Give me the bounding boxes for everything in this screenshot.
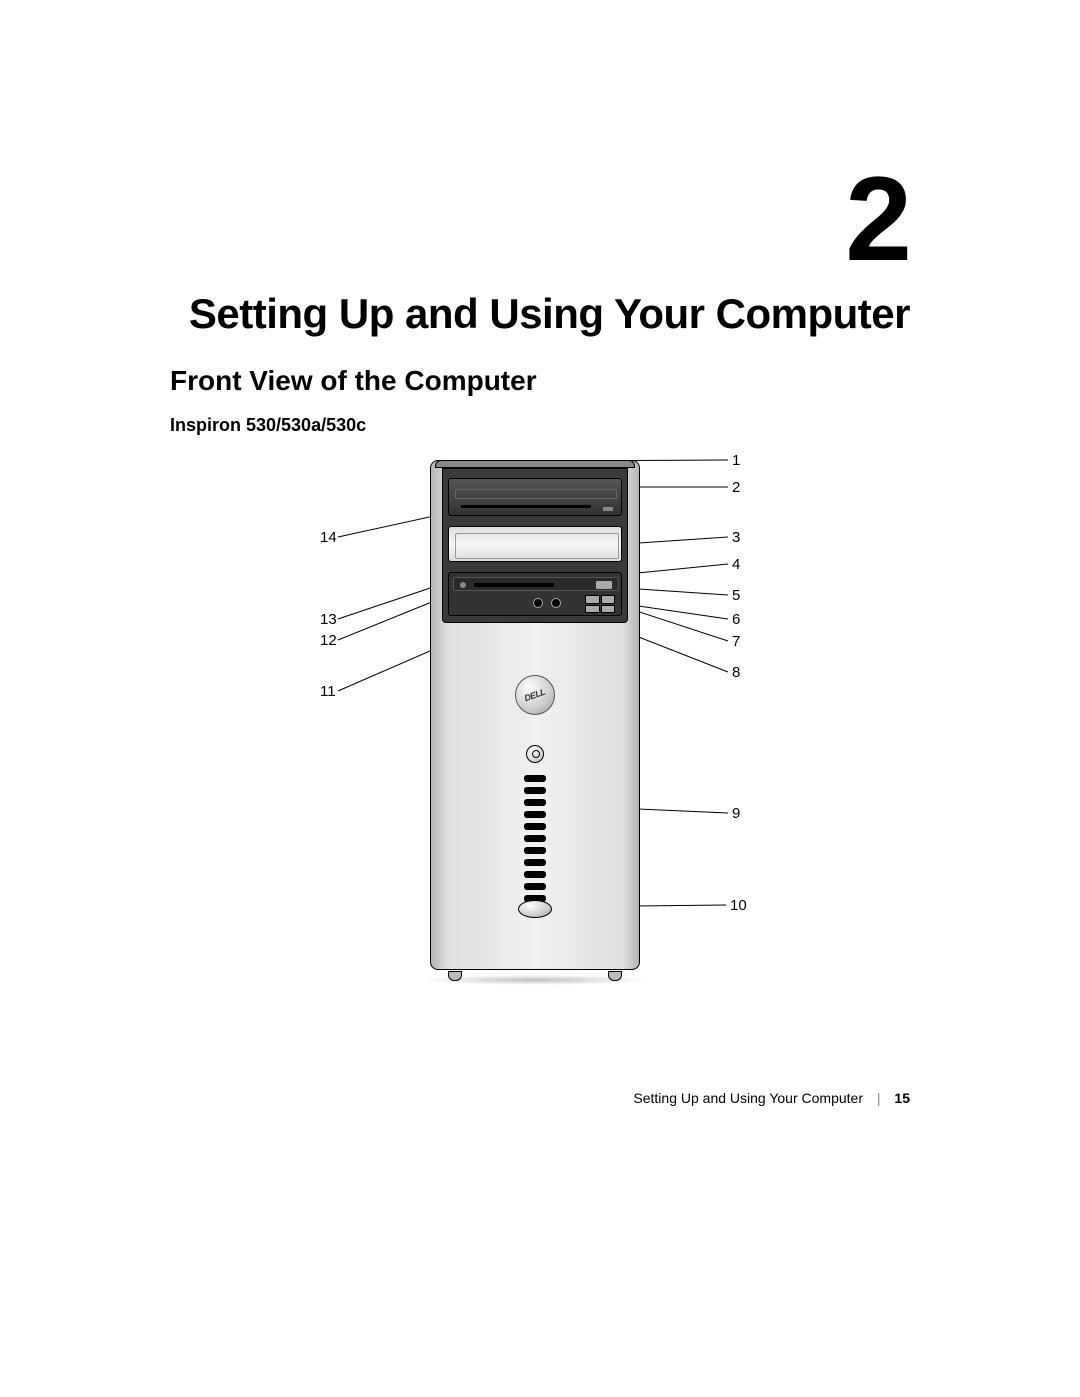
callout-label: 7 [732,633,740,650]
callout-label: 14 [320,529,337,546]
callout-label: 10 [730,897,747,914]
callout-label: 6 [732,611,740,628]
computer-tower: DELL [430,460,640,975]
power-button-icon [526,745,544,763]
bottom-badge [518,900,552,918]
audio-jack-icon [533,598,543,608]
callout-label: 9 [732,805,740,822]
callout-label: 8 [732,664,740,681]
chapter-title: Setting Up and Using Your Computer [189,290,910,338]
callout-label: 5 [732,587,740,604]
callout-label: 11 [320,683,336,700]
callout-label: 4 [732,556,740,573]
callout-label: 1 [732,452,740,469]
callout-label: 2 [732,479,740,496]
footer-title: Setting Up and Using Your Computer [633,1090,863,1106]
page-footer: Setting Up and Using Your Computer | 15 [170,1090,910,1106]
section-title: Front View of the Computer [170,365,537,397]
vent-slots [524,775,546,914]
footer-separator: | [877,1090,881,1106]
dell-badge: DELL [515,675,555,715]
optical-bay-panel [448,526,622,562]
usb-ports-icon [585,595,615,613]
optical-drive [448,478,622,516]
callout-label: 13 [320,611,337,628]
chapter-number: 2 [845,150,910,288]
callout-label: 3 [732,529,740,546]
flexbay-ports [448,572,622,616]
subsection-title: Inspiron 530/530a/530c [170,415,366,436]
callout-label: 12 [320,632,337,649]
page-number: 15 [894,1090,910,1106]
audio-jack-icon [551,598,561,608]
front-view-diagram: DELL 1234567891011121314 [270,445,790,1015]
